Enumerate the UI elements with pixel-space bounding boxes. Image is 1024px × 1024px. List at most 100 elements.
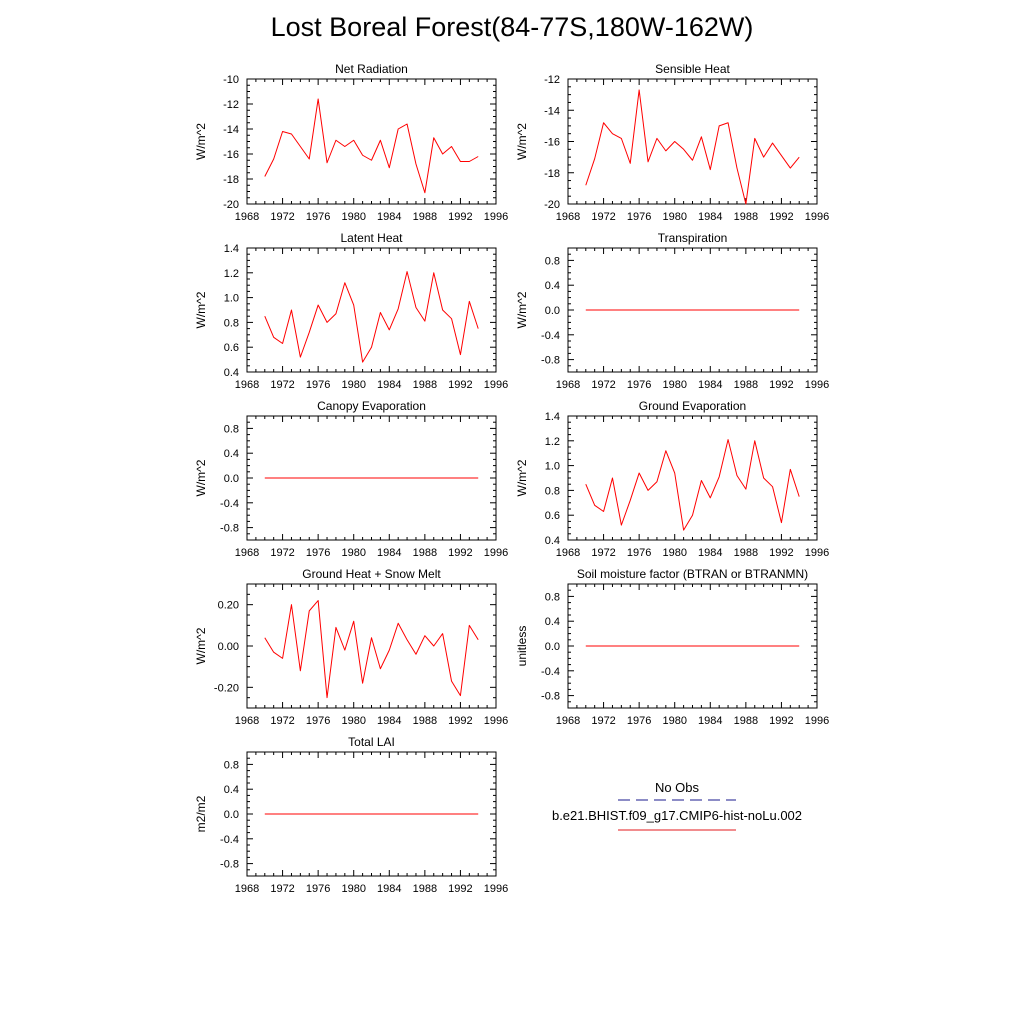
x-tick-label: 1984: [377, 715, 401, 727]
chart-title: Net Radiation: [335, 62, 408, 76]
plot-frame: [246, 247, 497, 373]
y-tick-label: -0.8: [541, 691, 560, 703]
y-tick-label: -16: [223, 149, 239, 161]
y-tick-label: -14: [544, 105, 560, 117]
x-tick-label: 1980: [662, 715, 686, 727]
x-tick-label: 1988: [413, 211, 437, 223]
y-tick-label: 0.4: [224, 367, 239, 379]
series-line-0: [264, 271, 479, 363]
plot-frame: [567, 415, 818, 541]
x-tick-label: 1996: [805, 379, 829, 391]
y-axis-label: W/m^2: [515, 291, 529, 328]
y-tick-label: -20: [223, 199, 239, 211]
y-tick-label: -18: [223, 174, 239, 186]
x-tick-label: 1968: [235, 715, 259, 727]
chart-title: Total LAI: [348, 735, 395, 749]
y-tick-label: -12: [544, 74, 560, 86]
x-tick-label: 1976: [306, 379, 330, 391]
chart-5: Ground Evaporation W/m^2 1968 1972 1976 1980 1…: [515, 399, 829, 559]
x-tick-label: 1992: [448, 211, 472, 223]
chart-title: Ground Evaporation: [639, 399, 746, 413]
x-tick-label: 1984: [377, 379, 401, 391]
x-tick-label: 1980: [662, 547, 686, 559]
x-tick-label: 1972: [270, 883, 294, 895]
y-axis-label: W/m^2: [194, 291, 208, 328]
x-tick-label: 1996: [484, 883, 508, 895]
x-tick-label: 1984: [377, 547, 401, 559]
y-tick-label: 1.2: [224, 268, 239, 280]
x-tick-label: 1992: [769, 715, 793, 727]
x-tick-label: 1988: [734, 715, 758, 727]
x-tick-label: 1972: [591, 547, 615, 559]
x-tick-label: 1984: [698, 211, 722, 223]
x-tick-label: 1992: [448, 379, 472, 391]
x-tick-label: 1972: [270, 379, 294, 391]
x-tick-label: 1992: [769, 547, 793, 559]
y-tick-label: 0.8: [545, 591, 560, 603]
y-tick-label: 0.00: [218, 641, 239, 653]
x-tick-label: 1976: [306, 715, 330, 727]
chart-title: Latent Heat: [340, 231, 403, 245]
x-tick-label: 1996: [484, 379, 508, 391]
series-line-0: [585, 89, 800, 205]
x-tick-label: 1976: [627, 379, 651, 391]
x-tick-label: 1972: [270, 211, 294, 223]
chart-1: Sensible Heat W/m^2 1968 1972 1976 1980 1984 19…: [515, 62, 829, 223]
y-tick-label: 0.0: [224, 809, 239, 821]
x-tick-label: 1980: [341, 883, 365, 895]
y-tick-label: 1.4: [545, 411, 560, 423]
y-tick-label: 1.4: [224, 243, 239, 255]
x-tick-label: 1980: [662, 379, 686, 391]
x-tick-label: 1976: [627, 547, 651, 559]
y-tick-label: 0.4: [224, 448, 239, 460]
x-tick-label: 1992: [448, 883, 472, 895]
y-tick-label: 0.8: [545, 485, 560, 497]
x-tick-label: 1980: [341, 379, 365, 391]
x-tick-label: 1996: [484, 211, 508, 223]
x-tick-label: 1972: [591, 379, 615, 391]
chart-title: Transpiration: [658, 231, 728, 245]
chart-title: Ground Heat + Snow Melt: [302, 567, 441, 581]
y-tick-label: -0.8: [220, 523, 239, 535]
x-tick-label: 1984: [377, 883, 401, 895]
y-tick-label: 1.2: [545, 436, 560, 448]
y-tick-label: 0.8: [224, 423, 239, 435]
y-tick-label: -20: [544, 199, 560, 211]
y-tick-label: 0.4: [545, 535, 560, 547]
x-tick-label: 1988: [734, 547, 758, 559]
y-tick-label: 0.0: [545, 305, 560, 317]
chart-8: Total LAI m2/m2 1968 1972 1976 1980 1984 1988 19…: [194, 735, 508, 895]
x-tick-label: 1968: [556, 211, 580, 223]
chart-7: Soil moisture factor (BTRAN or BTRANMN) u…: [515, 567, 829, 727]
legend-label-no-obs: No Obs: [655, 780, 700, 795]
y-tick-label: 1.0: [545, 461, 560, 473]
chart-4: Canopy Evaporation W/m^2 1968 1972 1976 1980 1…: [194, 399, 508, 559]
y-tick-label: -0.20: [214, 682, 239, 694]
x-tick-label: 1980: [662, 211, 686, 223]
y-tick-label: 0.6: [545, 510, 560, 522]
x-tick-label: 1992: [448, 715, 472, 727]
x-tick-label: 1988: [413, 379, 437, 391]
y-tick-label: 0.20: [218, 600, 239, 612]
x-tick-label: 1984: [698, 715, 722, 727]
x-tick-label: 1980: [341, 547, 365, 559]
chart-0: Net Radiation W/m^2 1968 1972 1976 1980 1984 19…: [194, 62, 508, 223]
x-tick-label: 1988: [734, 379, 758, 391]
x-tick-label: 1996: [484, 547, 508, 559]
chart-3: Transpiration W/m^2 1968 1972 1976 1980 1984 19…: [515, 231, 829, 391]
y-tick-label: 0.4: [545, 280, 560, 292]
x-tick-label: 1972: [270, 715, 294, 727]
x-tick-label: 1976: [627, 715, 651, 727]
x-tick-label: 1980: [341, 715, 365, 727]
charts-layer: Net Radiation W/m^2 1968 1972 1976 1980 1984 19…: [194, 62, 829, 895]
legend: No Obs b.e21.BHIST.f09_g17.CMIP6-hist-no…: [552, 780, 802, 831]
y-axis-label: m2/m2: [194, 795, 208, 832]
y-tick-label: -0.8: [541, 355, 560, 367]
x-tick-label: 1996: [805, 211, 829, 223]
x-tick-label: 1984: [698, 379, 722, 391]
x-tick-label: 1988: [413, 715, 437, 727]
y-tick-label: -0.4: [541, 330, 560, 342]
series-line-0: [264, 98, 479, 194]
chart-title: Canopy Evaporation: [317, 399, 426, 413]
series-line-0: [264, 600, 479, 699]
